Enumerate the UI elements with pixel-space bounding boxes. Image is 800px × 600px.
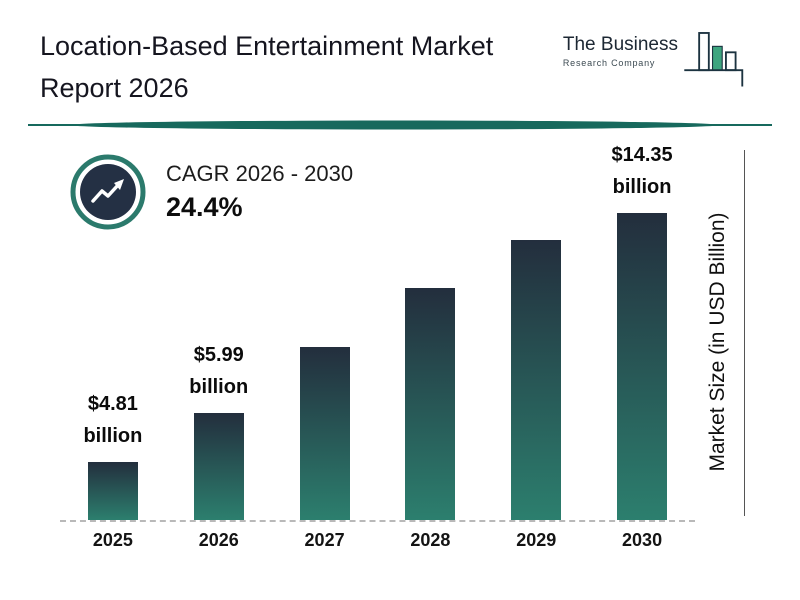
- year-label-2029: 2029: [516, 530, 557, 550]
- company-logo: The Business Research Company: [563, 30, 750, 87]
- divider-line: [28, 120, 772, 130]
- title-line-1: Location-Based Entertainment Market: [40, 31, 494, 61]
- bar-2030: [617, 213, 668, 520]
- cagr-text: CAGR 2026 - 2030 24.4%: [166, 161, 353, 223]
- year-label-2028: 2028: [410, 530, 451, 550]
- bar-2025: [87, 462, 138, 520]
- year-label-2026: 2026: [198, 530, 239, 550]
- bar-chart-logo-icon: [684, 32, 744, 87]
- logo-text: The Business Research Company: [563, 34, 678, 68]
- page-title: Location-Based Entertainment Market Repo…: [40, 26, 493, 110]
- y-axis-line: [744, 150, 745, 516]
- logo-subtitle: Research Company: [562, 58, 656, 68]
- bars-row: $4.81 billion $5.99 billion $14.35 billion: [60, 144, 695, 522]
- logo-name: The Business: [562, 34, 678, 55]
- growth-arrow-icon: [70, 154, 146, 230]
- title-line-2: Report 2026: [40, 72, 189, 103]
- bar-column-2030: $14.35 billion: [589, 139, 695, 520]
- year-label-2025: 2025: [92, 530, 133, 550]
- y-axis-label: Market Size (in USD Billion): [706, 212, 729, 472]
- bar-2027: [299, 347, 350, 520]
- bar-column-2025: $4.81 billion: [60, 388, 166, 520]
- year-label-2030: 2030: [622, 530, 663, 550]
- years-row: 2025 2026 2027 2028 2029 2030: [60, 530, 695, 551]
- year-label-2027: 2027: [304, 530, 345, 550]
- cagr-label: CAGR 2026 - 2030: [166, 161, 354, 186]
- cagr-badge: CAGR 2026 - 2030 24.4%: [68, 152, 353, 232]
- bar-2028: [405, 288, 456, 520]
- bar-column-2026: $5.99 billion: [166, 339, 272, 520]
- bar-column-2028: [377, 288, 483, 520]
- bar-value-label-2030: $14.35 billion: [611, 144, 673, 198]
- bar-2026: [193, 413, 244, 520]
- cagr-value: 24.4%: [166, 192, 243, 222]
- bar-column-2027: [272, 347, 378, 520]
- bar-2029: [511, 240, 562, 520]
- bar-value-label-2025: $4.81 billion: [83, 393, 143, 447]
- bar-value-label-2026: $5.99 billion: [189, 344, 249, 398]
- bar-column-2029: [483, 240, 589, 520]
